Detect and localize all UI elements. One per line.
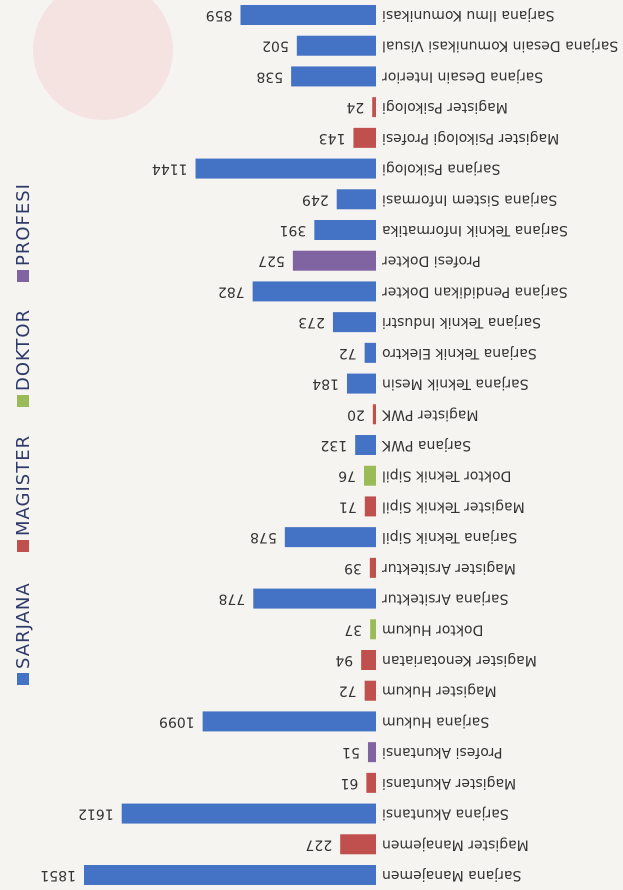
bar [368,742,376,762]
category-label: Sarjana Hukum [382,713,489,729]
category-label: Profesi Akuntansi [382,744,503,760]
bar [370,558,376,578]
category-label: Sarjana Psikologi [382,161,500,177]
category-label: Magister Hukum [382,683,497,699]
value-label: 71 [339,498,357,514]
category-label: Magister Manajemen [382,836,529,852]
page: Sarjana Manajemen Magister Manajemen Sarja… [0,0,623,890]
bar [365,496,376,516]
bar [337,189,376,209]
category-label: Magister Akuntansi [382,775,516,791]
legend-swatch [17,540,29,552]
value-label: 72 [339,345,357,361]
value-label: 20 [347,406,365,422]
category-label: Sarjana Arsitektur [382,591,509,607]
bar [122,804,376,824]
category-label: Sarjana Akuntansi [382,806,509,822]
category-label: Sarjana Desain Komunikasi Visual [382,38,618,54]
bar [253,589,376,609]
value-label: 391 [280,222,307,238]
category-label: Doktor Teknik Sipil [382,468,511,484]
legend-swatch [17,395,29,407]
value-label: 94 [335,652,353,668]
value-label: 1144 [152,161,188,177]
value-label: 778 [219,591,246,607]
category-label: Doktor Hukum [382,621,483,637]
legend-label: PROFESI [13,183,34,266]
value-label: 61 [341,775,359,791]
bar [355,435,376,455]
value-label: 502 [262,38,289,54]
bar [293,251,376,271]
bar [372,97,376,117]
category-label: Sarjana PWK [381,437,471,453]
legend-label: SARJANA [13,582,34,669]
category-label: Sarjana Teknik Elektro [382,345,537,361]
value-label: 538 [256,68,283,84]
bar [314,220,376,240]
bar [240,5,376,25]
bar [366,773,376,793]
bar [364,466,376,486]
value-label: 72 [339,683,357,699]
value-label: 227 [305,836,332,852]
value-label: 249 [302,191,329,207]
category-label: Profesi Dokter [382,253,481,269]
bar [84,865,376,885]
value-label: 782 [218,283,245,299]
category-label: Magister Kenotariatan [382,652,537,668]
legend-swatch [17,270,29,282]
category-label: Sarjana Pendidikan Dokter [382,283,568,299]
category-label: Sarjana Ilmu Komunikasi [382,7,555,23]
value-label: 24 [346,99,364,115]
value-label: 37 [344,621,362,637]
category-label: Magister Arsitektur [382,560,516,576]
bar [203,711,376,731]
value-label: 51 [342,744,360,760]
category-label: Magister Teknik Sipil [382,498,525,514]
bar [373,404,376,424]
bar [347,374,376,394]
category-label: Sarjana Teknik Industri [382,314,541,330]
value-label: 39 [344,560,362,576]
bar [365,681,376,701]
value-label: 76 [338,468,356,484]
bar [253,281,376,301]
legend-label: MAGISTER [13,435,34,536]
value-label: 1099 [159,713,195,729]
category-label: Sarjana Teknik Mesin [382,376,529,392]
bar [340,834,376,854]
category-label: Sarjana Sistem Informasi [382,191,557,207]
bar [333,312,376,332]
bar [291,66,376,86]
category-label: Magister PWK [381,406,478,422]
chart: Sarjana Manajemen Magister Manajemen Sarja… [0,0,623,890]
bar [365,343,376,363]
value-label: 1612 [78,806,114,822]
category-label: Sarjana Desain Interior [382,68,543,84]
category-label: Magister Psikologi [382,99,508,115]
bar [370,619,376,639]
value-label: 143 [319,130,346,146]
bar [297,36,376,56]
bar [285,527,376,547]
category-label: Magister Psikologi Profesi [382,130,559,146]
category-label: Sarjana Manajemen [382,867,521,883]
category-label: Sarjana Teknik Sipil [382,529,517,545]
value-label: 1851 [40,867,76,883]
bar [196,159,376,179]
value-label: 132 [320,437,347,453]
bar [361,650,376,670]
value-label: 184 [312,376,339,392]
value-label: 273 [298,314,325,330]
legend-label: DOKTOR [13,309,34,391]
category-label: Sarjana Teknik Informatika [382,222,568,238]
value-label: 578 [250,529,277,545]
legend-swatch [17,673,29,685]
value-label: 527 [258,253,285,269]
value-label: 859 [206,7,233,23]
bar [353,128,376,148]
